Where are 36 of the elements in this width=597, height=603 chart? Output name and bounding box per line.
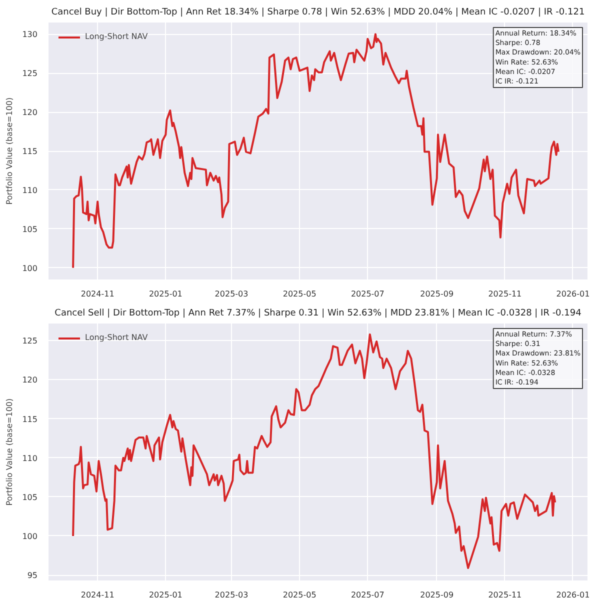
- x-tick-label: 2025-01: [148, 590, 182, 600]
- y-tick-label: 120: [22, 108, 38, 118]
- y-tick-label: 110: [22, 186, 38, 195]
- y-tick-label: 115: [22, 414, 38, 424]
- x-tick-label: 2026-01: [556, 290, 590, 298]
- x-tick-label: 2024-11: [80, 290, 114, 298]
- x-tick-label: 2025-03: [214, 590, 248, 600]
- y-tick-label: 100: [22, 264, 38, 273]
- x-tick-label: 2025-05: [282, 290, 316, 298]
- x-tick-label: 2026-01: [556, 590, 590, 600]
- x-tick-label: 2025-07: [350, 590, 384, 600]
- y-tick-label: 125: [22, 336, 38, 346]
- y-tick-label: 100: [22, 532, 38, 541]
- x-tick-label: 2025-03: [214, 290, 248, 298]
- x-tick-label: 2025-05: [282, 590, 316, 600]
- legend-label: Long-Short NAV: [85, 333, 148, 342]
- y-tick-label: 120: [22, 376, 38, 385]
- x-tick-label: 2025-01: [148, 290, 182, 298]
- chart-title: Cancel Sell | Dir Bottom-Top | Ann Ret 7.37% | Sharpe 0.31 | Win 52.63% | MDD 23.81% | Mean IC -0.0328 | IR -0.194: [54, 308, 582, 318]
- chart-title: Cancel Buy | Dir Bottom-Top | Ann Ret 18.34% | Sharpe 0.78 | Win 52.63% | MDD 20.04% | Mean IC -0.0207 | IR -0.121: [51, 8, 585, 18]
- y-tick-label: 125: [22, 69, 38, 78]
- y-tick-label: 110: [22, 454, 38, 463]
- legend-label: Long-Short NAV: [85, 32, 148, 41]
- x-tick-label: 2025-11: [488, 590, 522, 600]
- y-tick-label: 105: [22, 492, 38, 502]
- x-tick-label: 2025-07: [350, 290, 384, 298]
- y-tick-label: 95: [27, 571, 38, 580]
- y-axis-title: Portfolio Value (base=100): [5, 398, 14, 506]
- y-tick-label: 115: [22, 147, 38, 156]
- y-tick-label: 105: [22, 224, 38, 234]
- y-tick-label: 130: [22, 30, 38, 40]
- x-tick-label: 2025-09: [420, 290, 454, 298]
- y-axis-title: Portfolio Value (base=100): [5, 97, 14, 205]
- x-tick-label: 2024-11: [80, 590, 114, 600]
- x-tick-label: 2025-11: [488, 290, 522, 298]
- x-tick-label: 2025-09: [420, 590, 454, 600]
